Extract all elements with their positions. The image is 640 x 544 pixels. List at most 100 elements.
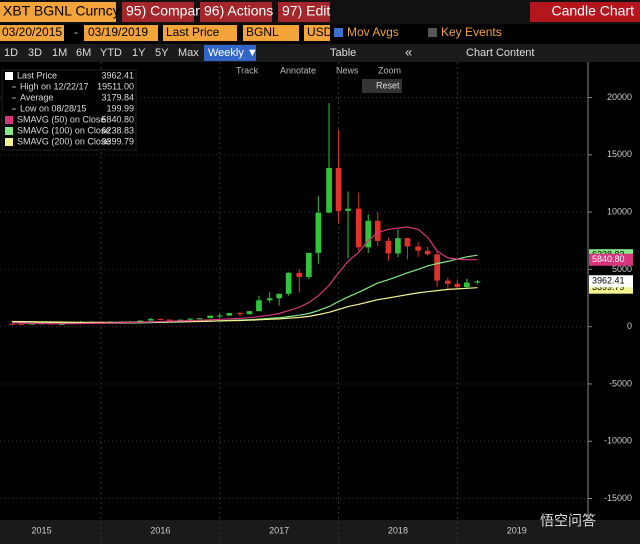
x-tick-label: 2016 — [150, 525, 170, 535]
chart-content[interactable]: Chart Content — [466, 47, 534, 59]
legend-swatch — [5, 116, 13, 124]
legend-value: 3179.84 — [101, 92, 134, 102]
start-date-field[interactable] — [0, 25, 64, 41]
legend-label: SMAVG (100) on Close — [17, 125, 110, 135]
key-events-checkbox[interactable] — [428, 28, 437, 37]
candle-body — [374, 220, 381, 241]
field-select[interactable] — [163, 25, 237, 41]
candle-body — [137, 320, 144, 322]
legend-swatch — [5, 127, 13, 135]
candle-body — [187, 318, 193, 320]
candle-body — [365, 220, 372, 248]
period-button[interactable]: 1M — [52, 47, 67, 59]
source: BGNL — [246, 25, 279, 39]
value-tag — [589, 253, 633, 266]
start-date: 03/20/2015 — [2, 25, 62, 39]
y-tick-label: 15000 — [607, 149, 632, 159]
period-button[interactable]: 3D — [28, 47, 42, 59]
candle-body — [148, 318, 154, 321]
period-button[interactable]: Max — [178, 47, 199, 59]
period-button[interactable]: YTD — [100, 47, 122, 59]
tool-button[interactable]: Zoom — [378, 65, 401, 75]
legend-value: 3399.79 — [101, 136, 134, 146]
value-tag-label: 5840.80 — [592, 254, 625, 264]
legend-value: 19511.00 — [97, 81, 134, 91]
date-dash: - — [74, 25, 78, 39]
ticker-box[interactable] — [0, 2, 116, 22]
legend-label: Last Price — [17, 70, 57, 80]
currency: USD — [307, 25, 333, 39]
candle-body — [385, 240, 392, 254]
tool-button[interactable]: News — [336, 65, 359, 75]
legend-label: Low on 08/28/15 — [20, 103, 87, 113]
toolbar — [0, 44, 640, 62]
candle-body — [226, 313, 233, 316]
legend-value: 5840.80 — [101, 114, 134, 124]
x-tick-label: 2018 — [388, 525, 408, 535]
table[interactable]: Table — [330, 47, 356, 59]
reset-button[interactable] — [362, 79, 402, 93]
candle-body — [355, 208, 362, 248]
key-events: Key Events — [441, 25, 502, 39]
source-select[interactable] — [243, 25, 299, 41]
period-button[interactable]: 5Y — [155, 47, 169, 59]
actions-button[interactable] — [200, 2, 272, 22]
legend-label: SMAVG (200) on Close — [17, 136, 110, 146]
candle-body — [58, 323, 65, 325]
legend-box — [1, 69, 137, 151]
tool-button[interactable]: Annotate — [280, 65, 316, 75]
collapse-icon[interactable]: « — [405, 44, 412, 59]
legend-swatch — [5, 138, 13, 146]
candle-body — [266, 298, 273, 301]
title-box — [530, 2, 640, 22]
y-tick-label: 10000 — [607, 206, 632, 216]
candle-body — [157, 318, 164, 320]
frequency: Weekly ▼ — [208, 47, 258, 59]
mov-avgs-checkbox[interactable] — [334, 28, 343, 37]
y-tick-label: -10000 — [604, 436, 632, 446]
end-date: 03/19/2019 — [88, 25, 148, 39]
candle-body — [345, 208, 351, 211]
candle-body — [326, 167, 332, 213]
period-button[interactable]: 6M — [76, 47, 91, 59]
compare-button[interactable] — [122, 2, 194, 22]
edit-button[interactable] — [278, 2, 330, 22]
x-tick-label: 2019 — [507, 525, 527, 535]
legend-value: 199.99 — [106, 103, 134, 113]
tool-button[interactable]: Track — [236, 65, 259, 75]
period-button[interactable]: 1D — [4, 47, 18, 59]
edit: 97) Edit — [282, 3, 330, 19]
legend-value: 3962.41 — [101, 70, 134, 80]
candle-body — [454, 283, 461, 288]
field: Last Price — [166, 25, 220, 39]
x-axis-strip — [0, 520, 640, 544]
candle-body — [237, 313, 243, 315]
compare: 95) Compare — [126, 3, 208, 19]
x-tick-label: 2015 — [32, 525, 52, 535]
candle-body — [444, 280, 451, 284]
candle-body — [9, 323, 15, 325]
title: Candle Chart — [552, 3, 635, 19]
frequency-button[interactable] — [204, 45, 256, 61]
candle-body — [256, 300, 262, 312]
candle-body — [424, 250, 431, 255]
legend-label: SMAVG (50) on Close — [17, 114, 105, 124]
candle-body — [315, 212, 322, 253]
end-date-field[interactable] — [84, 25, 158, 41]
candle-body — [404, 238, 411, 247]
last-price-tag — [589, 275, 633, 288]
candle-body — [335, 167, 342, 211]
candle-body — [177, 319, 184, 321]
candle-body — [305, 252, 312, 277]
y-tick-label: 0 — [627, 321, 632, 331]
legend-swatch — [5, 72, 13, 80]
candle-body — [29, 323, 35, 325]
candle-body — [167, 319, 173, 321]
candle-body — [434, 254, 440, 281]
period-button[interactable]: 1Y — [132, 47, 146, 59]
moving-average-line — [11, 287, 478, 323]
legend-label: Average — [20, 92, 53, 102]
watermark: 悟空问答 — [540, 513, 596, 529]
currency-select[interactable] — [304, 25, 330, 41]
